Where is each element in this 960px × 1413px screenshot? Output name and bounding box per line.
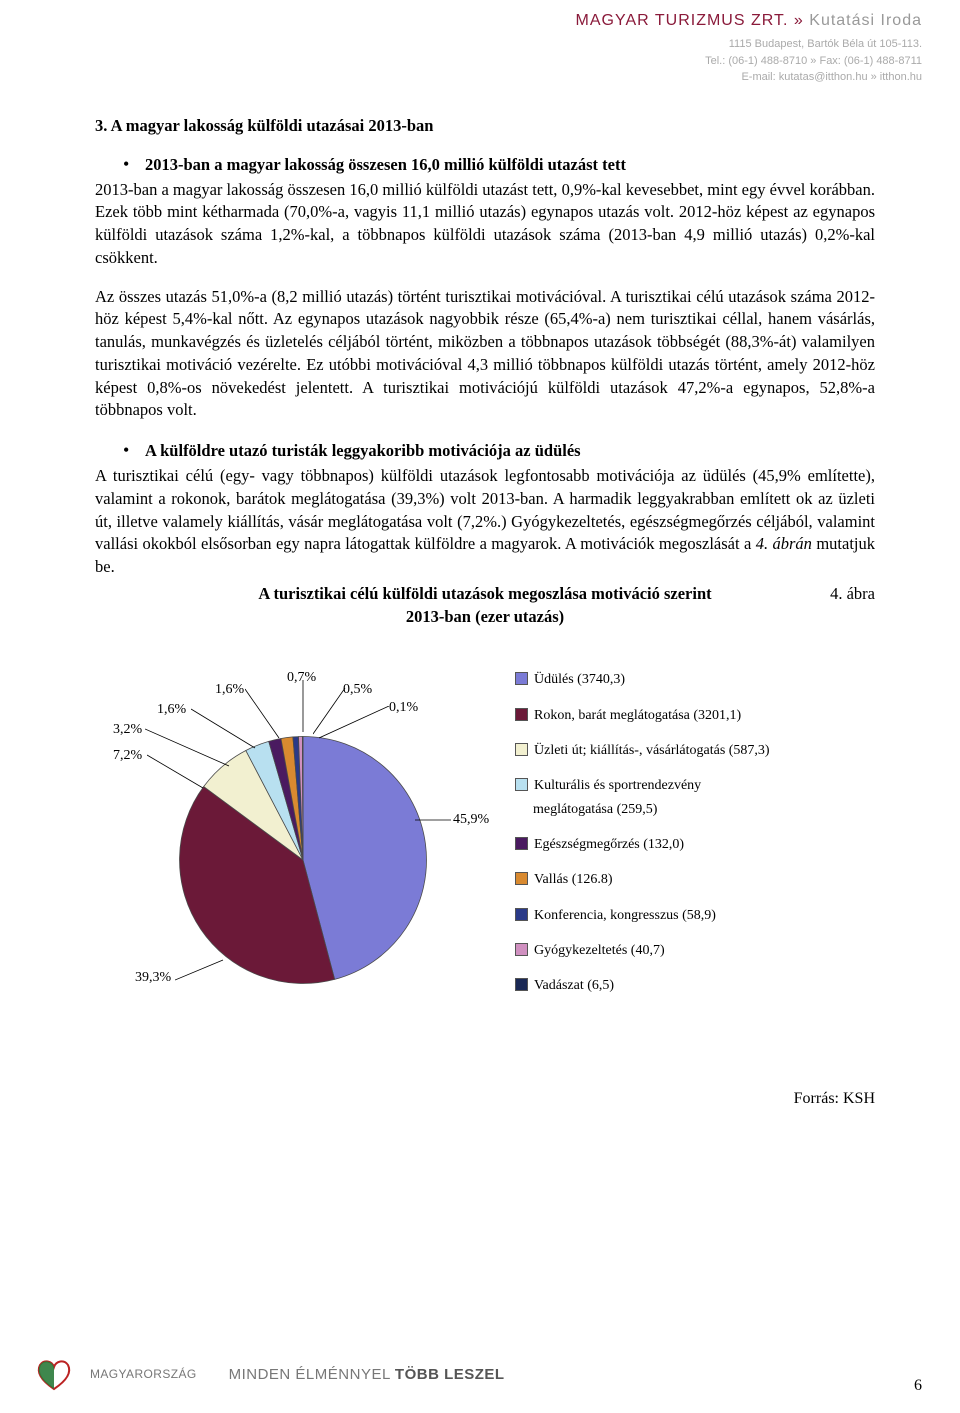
legend-label: Vadászat (6,5) — [534, 976, 614, 995]
legend-item: Vadászat (6,5) — [515, 976, 875, 995]
legend-swatch — [515, 672, 528, 685]
bullet-2-text: A külföldre utazó turisták leggyakoribb … — [145, 440, 581, 463]
footer-slogan: MINDEN ÉLMÉNNYEL TÖBB LESZEL — [229, 1366, 505, 1383]
legend-label: Konferencia, kongresszus (58,9) — [534, 906, 716, 925]
paragraph-2: Az összes utazás 51,0%-a (8,2 millió uta… — [95, 286, 875, 423]
legend-swatch — [515, 708, 528, 721]
footer-left: MAGYARORSZÁG MINDEN ÉLMÉNNYEL TÖBB LESZE… — [30, 1353, 505, 1395]
pct-label-vadasz: 0,1% — [389, 698, 418, 717]
figure-number: 4. ábra — [830, 583, 875, 606]
legend-label: Üzleti út; kiállítás-, vásárlátogatás (5… — [534, 741, 770, 760]
page-number: 6 — [914, 1377, 922, 1395]
bullet-2: • A külföldre utazó turisták leggyakorib… — [123, 438, 875, 463]
pct-label-kult: 3,2% — [113, 720, 142, 739]
bullet-icon: • — [123, 438, 145, 463]
legend-swatch — [515, 943, 528, 956]
pie-chart: 45,9% 39,3% 7,2% 3,2% 1,6% 1,6% 0,7% 0,5… — [95, 658, 875, 1078]
brand-line: MAGYAR TURIZMUS ZRT. » Kutatási Iroda — [576, 12, 922, 30]
bullet-1-text: 2013-ban a magyar lakosság összesen 16,0… — [145, 154, 626, 177]
legend-label: Gyógykezeltetés (40,7) — [534, 941, 665, 960]
legend-item: Üzleti út; kiállítás-, vásárlátogatás (5… — [515, 741, 875, 760]
legend-label: Kulturális és sportrendezvény — [534, 776, 701, 795]
pct-label-vallas: 1,6% — [215, 680, 244, 699]
legend-item: Üdülés (3740,3) — [515, 670, 875, 689]
email-web: E-mail: kutatas@itthon.hu » itthon.hu — [576, 69, 922, 86]
pct-label-egesz: 1,6% — [157, 700, 186, 719]
paragraph-3: A turisztikai célú (egy- vagy többnapos)… — [95, 465, 875, 579]
pct-label-uzleti: 7,2% — [113, 746, 142, 765]
legend-item: Kulturális és sportrendezvény — [515, 776, 875, 795]
legend-swatch — [515, 872, 528, 885]
brand-main: MAGYAR TURIZMUS ZRT. — [576, 12, 789, 29]
legend-label: Üdülés (3740,3) — [534, 670, 625, 689]
pct-label-konf: 0,7% — [287, 668, 316, 687]
bullet-1: • 2013-ban a magyar lakosság összesen 16… — [123, 152, 875, 177]
slogan-pre: MINDEN ÉLMÉNNYEL — [229, 1366, 395, 1383]
pie-wrap — [173, 730, 433, 990]
section-title: 3. A magyar lakosság külföldi utazásai 2… — [95, 115, 875, 138]
legend-swatch — [515, 978, 528, 991]
pct-label-gyogy: 0,5% — [343, 680, 372, 699]
paragraph-3-italic: 4. ábrán — [756, 534, 812, 553]
footer-country: MAGYARORSZÁG — [90, 1367, 197, 1381]
figure-title-line2: 2013-ban (ezer utazás) — [95, 606, 875, 629]
figure-title-line1: A turisztikai célú külföldi utazások meg… — [95, 583, 875, 606]
figure-caption: 4. ábra A turisztikai célú külföldi utaz… — [95, 583, 875, 629]
legend-swatch — [515, 908, 528, 921]
legend-swatch — [515, 837, 528, 850]
contact-block: 1115 Budapest, Bartók Béla út 105-113. T… — [576, 36, 922, 86]
legend-swatch — [515, 743, 528, 756]
pct-label-rokon: 39,3% — [135, 968, 171, 987]
page-content: 3. A magyar lakosság külföldi utazásai 2… — [95, 115, 875, 1111]
legend-item: Egészségmegőrzés (132,0) — [515, 835, 875, 854]
brand-sub: Kutatási Iroda — [809, 12, 922, 29]
legend-item: Gyógykezeltetés (40,7) — [515, 941, 875, 960]
letterhead: MAGYAR TURIZMUS ZRT. » Kutatási Iroda 11… — [576, 12, 922, 86]
slogan-bold: TÖBB LESZEL — [395, 1366, 505, 1383]
legend-label: Rokon, barát meglátogatása (3201,1) — [534, 706, 741, 725]
paragraph-1: 2013-ban a magyar lakosság összesen 16,0… — [95, 179, 875, 270]
pie-svg — [173, 730, 433, 990]
legend-item: Rokon, barát meglátogatása (3201,1) — [515, 706, 875, 725]
pct-label-udules: 45,9% — [453, 810, 489, 829]
legend-swatch — [515, 778, 528, 791]
heart-logo-icon — [30, 1353, 78, 1395]
brand-separator: » — [794, 12, 804, 29]
legend-item: Konferencia, kongresszus (58,9) — [515, 906, 875, 925]
legend-item: Vallás (126.8) — [515, 870, 875, 889]
page-footer: MAGYARORSZÁG MINDEN ÉLMÉNNYEL TÖBB LESZE… — [30, 1353, 922, 1395]
legend-label-line2: meglátogatása (259,5) — [515, 800, 875, 819]
tel-fax: Tel.: (06-1) 488-8710 » Fax: (06-1) 488-… — [576, 53, 922, 70]
source: Forrás: KSH — [95, 1088, 875, 1110]
bullet-icon: • — [123, 152, 145, 177]
legend: Üdülés (3740,3) Rokon, barát meglátogatás… — [515, 670, 875, 1011]
address: 1115 Budapest, Bartók Béla út 105-113. — [576, 36, 922, 53]
legend-label: Egészségmegőrzés (132,0) — [534, 835, 684, 854]
legend-label: Vallás (126.8) — [534, 870, 613, 889]
